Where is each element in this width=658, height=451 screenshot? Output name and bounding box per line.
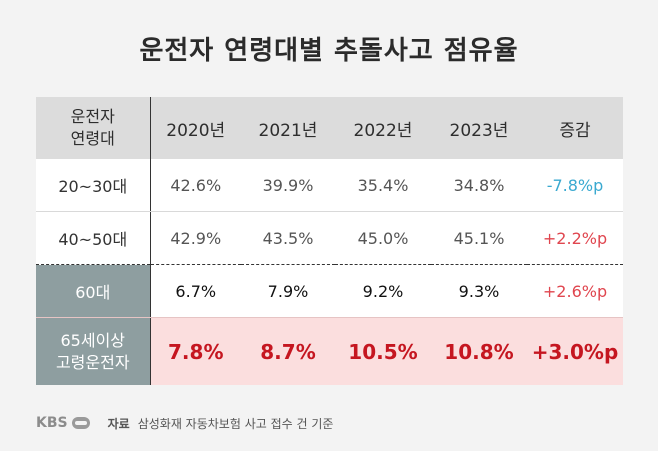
header-2022: 2022년 xyxy=(335,97,431,159)
table-row: 20~30대 42.6% 39.9% 35.4% 34.8% -7.8%p xyxy=(36,159,623,212)
table-row: 65세이상 고령운전자 7.8% 8.7% 10.5% 10.8% +3.0%p xyxy=(36,317,623,385)
cell-value: 39.9% xyxy=(241,159,335,212)
header-2021: 2021년 xyxy=(241,97,335,159)
kbs-logo: KBS xyxy=(36,415,90,431)
cell-value: 9.2% xyxy=(335,264,431,318)
cell-value: 7.9% xyxy=(241,264,335,318)
header-age-line1: 운전자 xyxy=(70,107,115,126)
cell-value: 10.8% xyxy=(431,317,527,385)
cell-value: 8.7% xyxy=(241,317,335,385)
header-2020: 2020년 xyxy=(150,97,241,159)
row-label-65-plus: 65세이상 고령운전자 xyxy=(36,317,151,385)
cell-value: 10.5% xyxy=(335,317,431,385)
table-row: 60대 6.7% 7.9% 9.2% 9.3% +2.6%p xyxy=(36,264,623,318)
row-label-40-50: 40~50대 xyxy=(36,211,151,265)
cell-change: +3.0%p xyxy=(527,317,623,385)
row-label-65-line2: 고령운전자 xyxy=(55,352,130,372)
cell-value: 35.4% xyxy=(335,159,431,212)
cell-value: 45.0% xyxy=(335,211,431,265)
kbs-logo-text: KBS xyxy=(36,415,68,431)
cell-value: 45.1% xyxy=(431,211,527,265)
source-label: 자료 xyxy=(107,416,130,431)
cell-change: +2.2%p xyxy=(527,211,623,265)
cell-value: 9.3% xyxy=(431,264,527,318)
header-row: 운전자 연령대 2020년 2021년 2022년 2023년 증감 xyxy=(36,97,623,159)
source-text: 삼성화재 자동차보험 사고 접수 건 기준 xyxy=(137,416,334,431)
cell-value: 34.8% xyxy=(431,159,527,212)
cell-value: 7.8% xyxy=(150,317,241,385)
cell-change: -7.8%p xyxy=(527,159,623,212)
cell-value: 6.7% xyxy=(150,264,241,318)
table-row: 40~50대 42.9% 43.5% 45.0% 45.1% +2.2%p xyxy=(36,211,623,265)
row-label-60: 60대 xyxy=(36,264,151,318)
header-change: 증감 xyxy=(527,97,623,159)
cell-value: 42.6% xyxy=(150,159,241,212)
kbs-logo-icon xyxy=(71,417,90,429)
header-2023: 2023년 xyxy=(431,97,527,159)
header-age-group: 운전자 연령대 xyxy=(36,97,151,159)
footer: KBS 자료 삼성화재 자동차보험 사고 접수 건 기준 xyxy=(36,413,333,433)
row-label-65-line1: 65세이상 xyxy=(60,330,126,350)
row-label-20-30: 20~30대 xyxy=(36,159,151,212)
cell-change: +2.6%p xyxy=(527,264,623,318)
cell-value: 42.9% xyxy=(150,211,241,265)
share-table: 운전자 연령대 2020년 2021년 2022년 2023년 증감 20~30… xyxy=(36,97,623,385)
cell-value: 43.5% xyxy=(241,211,335,265)
chart-title: 운전자 연령대별 추돌사고 점유율 xyxy=(139,36,519,66)
header-age-line2: 연령대 xyxy=(70,129,115,148)
